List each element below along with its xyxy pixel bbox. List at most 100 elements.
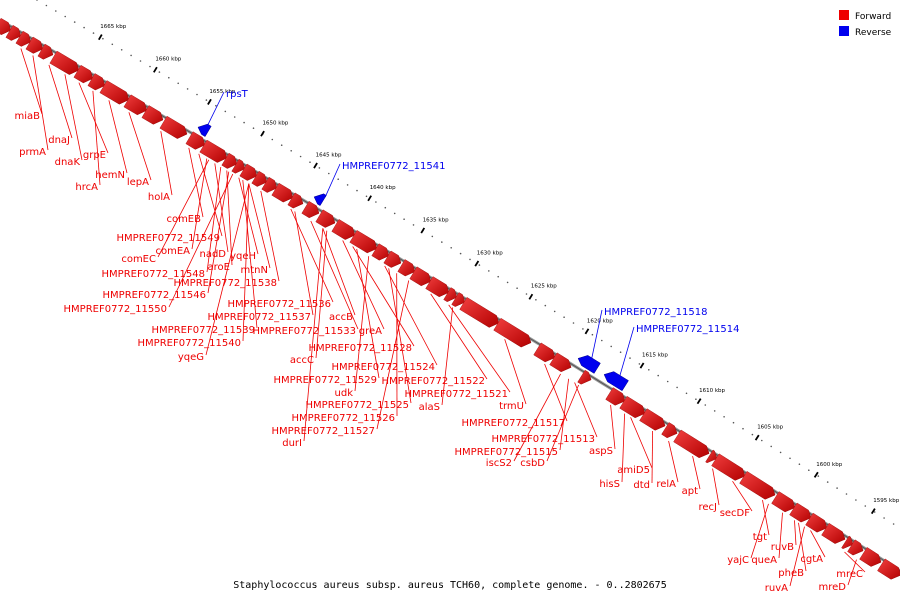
gene-label-amid5[interactable]: amiD5 — [617, 465, 650, 476]
gene-label-grea[interactable]: greA — [359, 326, 382, 337]
gene-label-comeb[interactable]: comEB — [166, 214, 201, 225]
gene-label-hmpref0772-11546[interactable]: HMPREF0772_11546 — [103, 290, 206, 301]
gene-label-nadd[interactable]: nadD — [199, 249, 226, 260]
gene-label-comec[interactable]: comEC — [121, 254, 156, 265]
gene-block-shade — [639, 408, 666, 431]
gene-block-shade — [443, 287, 457, 302]
gene-label-hmpref0772-11518[interactable]: HMPREF0772_11518 — [604, 307, 707, 318]
gene-label-comea[interactable]: comEA — [155, 246, 190, 257]
gene-label-hemn[interactable]: hemN — [95, 170, 125, 181]
gene-label-hmpref0772-11550[interactable]: HMPREF0772_11550 — [64, 304, 167, 315]
gene-label-mrec[interactable]: mreC — [836, 569, 863, 580]
gene-label-hrca[interactable]: hrcA — [75, 182, 98, 193]
gene-label-asps[interactable]: aspS — [589, 446, 613, 457]
gene-label-hmpref0772-11548[interactable]: HMPREF0772_11548 — [102, 269, 205, 280]
gene-label-hmpref0772-11522[interactable]: HMPREF0772_11522 — [382, 376, 485, 387]
gene-label-hola[interactable]: holA — [148, 192, 170, 203]
gene-label-hmpref0772-11536[interactable]: HMPREF0772_11536 — [228, 299, 331, 310]
minor-tick — [55, 10, 57, 12]
leader-accb — [322, 228, 356, 316]
minor-tick — [45, 4, 48, 7]
gene-label-dtd[interactable]: dtd — [633, 480, 650, 491]
gene-label-hmpref0772-11528[interactable]: HMPREF0772_11528 — [309, 343, 412, 354]
tick-label-1595-kbp: 1595 kbp — [873, 498, 899, 504]
gene-label-cgta[interactable]: cgtA — [800, 554, 823, 565]
gene-label-hmpref0772-11525[interactable]: HMPREF0772_11525 — [306, 400, 409, 411]
gene-label-hmpref0772-11533[interactable]: HMPREF0772_11533 — [253, 326, 356, 337]
gene-label-prma[interactable]: prmA — [19, 147, 46, 158]
minor-tick — [149, 65, 151, 68]
gene-label-apt[interactable]: apt — [682, 486, 698, 497]
gene-label-hmpref0772-11537[interactable]: HMPREF0772_11537 — [208, 312, 311, 323]
minor-tick — [751, 433, 754, 436]
gene-label-hmpref0772-11538[interactable]: HMPREF0772_11538 — [174, 278, 277, 289]
gene-label-csbd[interactable]: csbD — [520, 458, 545, 469]
gene-label-quea[interactable]: queA — [751, 555, 777, 566]
tick-label-1620-kbp: 1620 kbp — [587, 318, 613, 324]
leader-aroe — [226, 170, 233, 266]
gene-label-hmpref0772-11526[interactable]: HMPREF0772_11526 — [292, 413, 395, 424]
minor-tick — [375, 201, 377, 203]
gene-label-hmpref0772-11549[interactable]: HMPREF0772_11549 — [117, 233, 220, 244]
minor-tick — [290, 150, 293, 152]
gene-block-shade — [805, 513, 828, 533]
gene-label-pheb[interactable]: pheB — [778, 568, 804, 579]
gene-label-grpe[interactable]: grpE — [83, 150, 106, 161]
gene-label-hmpref0772-11540[interactable]: HMPREF0772_11540 — [138, 338, 241, 349]
gene-label-hmpref0772-11539[interactable]: HMPREF0772_11539 — [152, 325, 255, 336]
legend: Forward Reverse — [839, 10, 892, 38]
gene-label-accc[interactable]: accC — [290, 355, 314, 366]
minor-tick — [619, 351, 622, 354]
gene-label-secdf[interactable]: secDF — [720, 508, 751, 519]
gene-block-shade — [577, 370, 592, 385]
gene-label-iscs2[interactable]: iscS2 — [486, 458, 512, 469]
gene-block-shade — [673, 430, 710, 458]
gene-label-hmpref0772-11524[interactable]: HMPREF0772_11524 — [332, 362, 435, 373]
gene-label-hmpref0772-11515[interactable]: HMPREF0772_11515 — [455, 447, 558, 458]
minor-tick — [233, 116, 236, 118]
gene-block-shade — [705, 450, 718, 463]
gene-label-recj[interactable]: recJ — [699, 502, 718, 513]
gene-label-mtnn[interactable]: mtnN — [241, 265, 268, 276]
gene-label-dnak[interactable]: dnaK — [55, 157, 81, 168]
gene-label-ruva[interactable]: ruvA — [765, 583, 788, 594]
gene-block-shade — [261, 177, 277, 193]
gene-label-hmpref0772-11517[interactable]: HMPREF0772_11517 — [462, 418, 565, 429]
gene-label-hmpref0772-11529[interactable]: HMPREF0772_11529 — [274, 375, 377, 386]
gene-label-hmpref0772-11527[interactable]: HMPREF0772_11527 — [272, 426, 375, 437]
leader-csbd — [546, 384, 579, 462]
gene-block-shade — [549, 352, 572, 372]
gene-label-ruvb[interactable]: ruvB — [771, 542, 794, 553]
gene-label-hmpref0772-11541[interactable]: HMPREF0772_11541 — [342, 161, 445, 172]
gene-label-rela[interactable]: relA — [656, 479, 676, 490]
gene-label-accb[interactable]: accB — [329, 312, 353, 323]
leader-grpe — [78, 82, 109, 154]
leader-hmpref0772-11538 — [260, 190, 280, 282]
axis-ticks: 1665 kbp 1660 kbp 1655 kbp 1650 kbp 1645 kbp… — [36, 0, 900, 525]
gene-label-lepa[interactable]: lepA — [127, 177, 149, 188]
gene-label-yqeg[interactable]: yqeG — [178, 352, 204, 363]
major-tick — [313, 162, 318, 169]
tick-label-1610-kbp: 1610 kbp — [699, 388, 725, 394]
gene-label-duri[interactable]: durI — [282, 438, 302, 449]
gene-label-hmpref0772-11521[interactable]: HMPREF0772_11521 — [405, 389, 508, 400]
minor-tick — [224, 110, 227, 113]
gene-label-yqeh[interactable]: yqeH — [230, 251, 256, 262]
gene-label-hmpref0772-11513[interactable]: HMPREF0772_11513 — [492, 434, 595, 445]
gene-label-dnaj[interactable]: dnaJ — [48, 135, 70, 146]
gene-label-rpst[interactable]: rpsT — [226, 89, 249, 100]
gene-label-aroe[interactable]: aroE — [208, 262, 230, 273]
gene-label-trmu[interactable]: trmU — [499, 401, 524, 412]
gene-label-hiss[interactable]: hisS — [599, 479, 620, 490]
gene-label-udk[interactable]: udk — [335, 388, 354, 399]
gene-label-hmpref0772-11514[interactable]: HMPREF0772_11514 — [636, 324, 739, 335]
gene-label-tgt[interactable]: tgt — [753, 532, 767, 543]
gene-label-miab[interactable]: miaB — [14, 111, 40, 122]
gene-label-alas[interactable]: alaS — [419, 402, 440, 413]
gene-label-mred[interactable]: mreD — [819, 582, 847, 593]
gene-label-yajc[interactable]: yajC — [727, 555, 749, 566]
major-tick — [813, 471, 819, 478]
minor-tick — [676, 386, 678, 389]
gene-block-shade — [231, 159, 245, 174]
